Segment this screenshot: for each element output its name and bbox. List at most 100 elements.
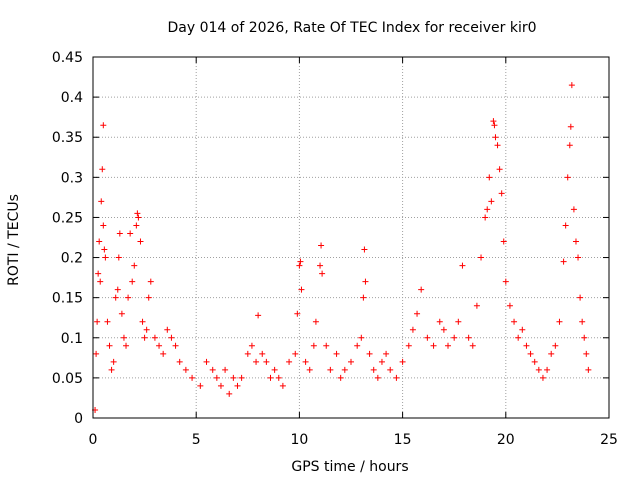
data-point xyxy=(100,122,107,129)
data-point xyxy=(572,238,579,245)
data-point xyxy=(393,374,400,381)
data-point xyxy=(101,246,108,253)
data-point xyxy=(556,318,563,325)
data-point xyxy=(366,350,373,357)
y-tick-label: 0.25 xyxy=(52,210,83,226)
data-point xyxy=(539,374,546,381)
y-tick-label: 0.35 xyxy=(52,130,83,146)
data-point xyxy=(292,350,299,357)
data-point xyxy=(560,258,567,265)
data-point xyxy=(544,366,551,373)
data-point xyxy=(302,358,309,365)
data-point xyxy=(506,302,513,309)
data-point xyxy=(399,358,406,365)
data-point xyxy=(310,342,317,349)
data-point xyxy=(362,278,369,285)
data-point xyxy=(327,366,334,373)
data-point xyxy=(238,374,245,381)
data-point xyxy=(123,342,130,349)
data-point xyxy=(478,254,485,261)
data-point xyxy=(108,366,115,373)
data-point xyxy=(333,350,340,357)
data-point xyxy=(125,294,132,301)
data-point xyxy=(583,350,590,357)
data-point xyxy=(129,278,136,285)
data-point xyxy=(579,318,586,325)
data-point xyxy=(222,366,229,373)
data-point xyxy=(482,214,489,221)
data-point xyxy=(469,342,476,349)
data-point xyxy=(98,198,105,205)
data-point xyxy=(405,342,412,349)
data-point xyxy=(141,334,148,341)
data-point xyxy=(182,366,189,373)
x-tick-label: 25 xyxy=(600,432,618,448)
data-point xyxy=(337,374,344,381)
data-point xyxy=(568,82,575,89)
data-point xyxy=(189,374,196,381)
data-point xyxy=(279,382,286,389)
data-point xyxy=(168,334,175,341)
data-point xyxy=(562,222,569,229)
data-point xyxy=(424,334,431,341)
y-tick-label: 0 xyxy=(74,411,83,427)
y-tick-label: 0.1 xyxy=(61,331,83,347)
data-point xyxy=(378,358,385,365)
data-point xyxy=(139,318,146,325)
data-point xyxy=(436,318,443,325)
data-point xyxy=(104,318,111,325)
y-tick-label: 0.15 xyxy=(52,291,83,307)
y-axis-label: ROTI / TECUs xyxy=(6,194,22,286)
data-point xyxy=(490,118,497,125)
data-point xyxy=(585,366,592,373)
data-point xyxy=(519,326,526,333)
data-point xyxy=(147,278,154,285)
data-point xyxy=(531,358,538,365)
data-point xyxy=(275,374,282,381)
x-tick-label: 0 xyxy=(89,432,98,448)
data-point xyxy=(523,342,530,349)
data-point xyxy=(94,318,101,325)
data-point xyxy=(164,326,171,333)
data-point xyxy=(570,206,577,213)
data-point xyxy=(323,342,330,349)
data-point xyxy=(127,230,134,237)
x-tick-label: 15 xyxy=(394,432,412,448)
data-point xyxy=(97,278,104,285)
y-tick-label: 0.3 xyxy=(61,170,83,186)
data-point xyxy=(100,222,107,229)
data-point xyxy=(564,174,571,181)
data-point xyxy=(318,242,325,249)
data-point xyxy=(99,166,106,173)
data-points xyxy=(92,82,592,413)
data-point xyxy=(511,318,518,325)
data-point xyxy=(197,382,204,389)
y-tick-label: 0.4 xyxy=(61,90,83,106)
data-point xyxy=(135,214,142,221)
data-point xyxy=(203,358,210,365)
data-point xyxy=(451,334,458,341)
data-point xyxy=(267,374,274,381)
data-point xyxy=(494,142,501,149)
data-point xyxy=(414,310,421,317)
data-point xyxy=(96,238,103,245)
x-tick-label: 5 xyxy=(192,432,201,448)
plot-frame xyxy=(92,56,610,419)
data-point xyxy=(253,358,260,365)
y-tick-label: 0.45 xyxy=(52,50,83,66)
data-point xyxy=(502,278,509,285)
data-point xyxy=(486,174,493,181)
data-point xyxy=(296,262,303,269)
data-point xyxy=(263,358,270,365)
x-tick-label: 10 xyxy=(290,432,308,448)
data-point xyxy=(244,350,251,357)
data-point xyxy=(440,326,447,333)
data-point xyxy=(112,294,119,301)
data-point xyxy=(294,310,301,317)
data-point xyxy=(473,302,480,309)
data-point xyxy=(248,342,255,349)
data-point xyxy=(430,342,437,349)
data-point xyxy=(548,350,555,357)
